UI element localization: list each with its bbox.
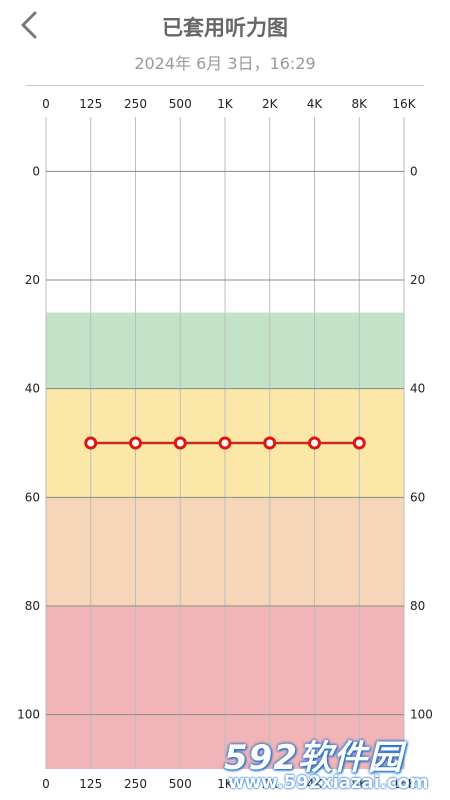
x-tick-bottom-4K: 4K bbox=[307, 777, 324, 791]
watermark: 592软件园 www.592xiazai.com bbox=[220, 730, 445, 796]
data-point-4K bbox=[308, 436, 321, 450]
data-point-500 bbox=[173, 436, 187, 450]
watermark-url: www.592xiazai.com bbox=[228, 772, 429, 793]
x-tick-bottom-8K: 8K bbox=[351, 777, 368, 791]
y-tick-left-20: 20 bbox=[25, 273, 40, 287]
back-button[interactable] bbox=[14, 8, 44, 42]
x-tick-top-8K: 8K bbox=[351, 97, 368, 111]
x-tick-top-0: 0 bbox=[42, 97, 50, 111]
header: 已套用听力图 2024年 6月 3日，16:29 bbox=[0, 0, 450, 86]
data-point-1K bbox=[218, 436, 232, 450]
x-tick-bottom-1K: 1K bbox=[217, 777, 234, 791]
data-point-8K bbox=[352, 436, 366, 450]
y-tick-right-40: 40 bbox=[410, 382, 425, 396]
x-tick-top-2K: 2K bbox=[262, 97, 279, 111]
x-tick-top-4K: 4K bbox=[307, 97, 324, 111]
x-tick-top-125: 125 bbox=[79, 97, 102, 111]
x-tick-bottom-250: 250 bbox=[124, 777, 147, 791]
x-tick-bottom-16K: 16K bbox=[392, 777, 416, 791]
y-tick-right-80: 80 bbox=[410, 599, 425, 613]
audiogram-chart: 0 0 125 125 250 250 500 500 1K 1K 2K 2K 4K 4K 8K 8K 16K 1… bbox=[17, 97, 433, 791]
y-tick-left-40: 40 bbox=[25, 382, 40, 396]
chevron-left-icon bbox=[21, 11, 37, 39]
data-point-125 bbox=[84, 436, 98, 450]
header-divider bbox=[26, 85, 424, 86]
data-point-2K bbox=[263, 436, 277, 450]
y-tick-right-20: 20 bbox=[410, 273, 425, 287]
x-tick-bottom-0: 0 bbox=[42, 777, 50, 791]
x-tick-top-250: 250 bbox=[124, 97, 147, 111]
x-tick-top-1K: 1K bbox=[217, 97, 234, 111]
x-tick-bottom-2K: 2K bbox=[262, 777, 279, 791]
y-tick-right-0: 0 bbox=[410, 164, 418, 178]
test-datetime: 2024年 6月 3日，16:29 bbox=[134, 54, 316, 73]
y-tick-right-100: 100 bbox=[410, 708, 433, 722]
y-tick-left-100: 100 bbox=[17, 708, 40, 722]
x-tick-bottom-125: 125 bbox=[79, 777, 102, 791]
page-title: 已套用听力图 bbox=[162, 16, 288, 40]
x-tick-top-500: 500 bbox=[169, 97, 192, 111]
y-tick-right-60: 60 bbox=[410, 490, 425, 504]
y-tick-left-80: 80 bbox=[25, 599, 40, 613]
data-point-250 bbox=[129, 436, 142, 450]
y-tick-left-60: 60 bbox=[25, 490, 40, 504]
watermark-brand: 592软件园 bbox=[224, 738, 403, 778]
y-tick-left-0: 0 bbox=[32, 164, 40, 178]
x-tick-bottom-500: 500 bbox=[169, 777, 192, 791]
x-tick-top-16K: 16K bbox=[392, 97, 416, 111]
